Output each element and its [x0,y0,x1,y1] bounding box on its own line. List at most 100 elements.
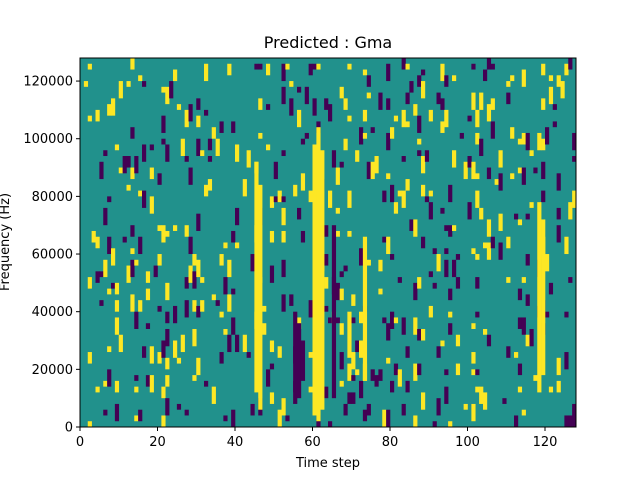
heatmap-cell [262,305,267,312]
heatmap-cell [142,190,147,208]
heatmap-cell [281,259,286,278]
heatmap-low-band [351,392,356,404]
heatmap-cell [405,63,410,70]
heatmap-cell [161,386,166,399]
heatmap-cell [231,317,236,335]
heatmap-cell [393,202,399,214]
heatmap-cell [444,75,449,87]
heatmap-cell [405,380,410,393]
heatmap-cell [556,380,561,393]
heatmap-cell [103,380,108,387]
heatmap-low-band [572,403,577,427]
heatmap-cell [219,254,224,266]
heatmap-cell [405,121,410,128]
heatmap-cell [219,311,224,318]
chart-title: Predicted : Gma [264,33,392,52]
heatmap-cell [401,317,406,335]
heatmap-cell [572,132,577,151]
heatmap-cell [328,421,333,427]
heatmap-cell [514,213,519,220]
heatmap-cell [382,236,387,243]
heatmap-cell [165,328,170,347]
heatmap-cell [258,98,263,110]
heatmap-cell [514,415,519,427]
heatmap-high-band [537,202,542,393]
heatmap-cell [351,375,356,381]
heatmap-cell [107,346,112,353]
heatmap-cell [300,173,306,191]
heatmap-cell [339,288,344,301]
heatmap-cell [506,346,511,358]
heatmap-cell [231,230,236,243]
heatmap-cell [114,317,120,335]
heatmap-cell [486,242,492,260]
heatmap-cell [289,98,294,116]
heatmap-cell [165,86,170,105]
heatmap-cell [95,236,100,249]
heatmap-cell [328,104,333,122]
heatmap-cell [134,311,139,329]
heatmap-cell [486,219,492,237]
heatmap-cell [467,156,472,168]
heatmap-cell [421,236,426,249]
heatmap-high-band [320,150,325,410]
x-tick-label: 80 [382,435,399,450]
heatmap-cell [339,271,344,278]
heatmap-cell [525,132,530,151]
heatmap-cell [421,81,426,99]
heatmap-cell [207,138,213,151]
heatmap-cell [459,132,464,139]
heatmap-cell [308,63,313,76]
heatmap-cell [157,352,162,364]
heatmap-cell [103,409,108,416]
heatmap-cell [297,207,302,220]
heatmap-cell [111,98,116,116]
heatmap-cell [545,254,550,272]
heatmap-cell [192,375,197,381]
y-axis-label: Frequency (Hz) [0,193,13,291]
heatmap-cell [107,104,112,116]
x-tick-label: 120 [533,435,558,450]
heatmap-cell [401,190,406,208]
heatmap-cell [173,69,178,82]
heatmap-cell [122,156,127,174]
heatmap-cell [281,86,286,105]
heatmap-cell [269,340,275,353]
heatmap-cell [176,357,182,364]
heatmap-cell [142,346,147,358]
heatmap-cell [545,311,550,318]
heatmap-cell [285,63,290,70]
heatmap-cell [355,369,360,376]
heatmap-cell [521,132,526,145]
heatmap-cell [269,392,275,404]
heatmap-cell [204,109,209,116]
heatmap-high-band [258,184,263,410]
heatmap-cell [277,190,282,203]
heatmap-cell [455,363,461,376]
heatmap-cell [149,167,154,180]
heatmap-cell [444,259,449,278]
heatmap-cell [266,144,271,151]
heatmap-cell [211,294,216,301]
heatmap-cell [293,184,298,197]
heatmap-cell [266,369,271,387]
heatmap-cell [246,352,251,358]
heatmap-cell [413,317,418,335]
heatmap-cell [196,259,201,278]
heatmap-cell [421,156,426,174]
heatmap-cell [289,294,294,306]
heatmap-cell [572,190,577,208]
heatmap-high-band [347,311,352,358]
heatmap-cell [184,277,189,289]
heatmap-cell [107,369,112,387]
heatmap-cell [386,132,391,151]
heatmap-cell [200,300,205,312]
heatmap-cell [479,138,484,157]
y-axis: 0 20000 40000 60000 80000 100000 120000 [23,75,80,436]
heatmap-cell [448,288,453,301]
heatmap-cell [366,161,371,180]
heatmap-cell [161,138,166,145]
heatmap-cell [498,150,503,168]
heatmap-cell [440,121,445,133]
heatmap-cell [273,196,278,203]
